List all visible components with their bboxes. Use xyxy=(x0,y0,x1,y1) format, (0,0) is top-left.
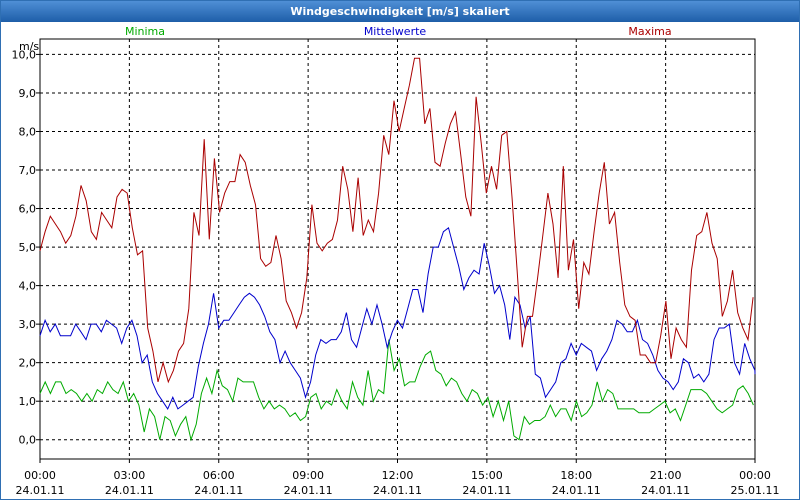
x-tick-date: 24.01.11 xyxy=(284,484,333,497)
x-tick-time: 03:00 xyxy=(114,469,146,482)
x-tick-date: 24.01.11 xyxy=(194,484,243,497)
y-tick-label: 0,0 xyxy=(19,434,37,447)
series-lines xyxy=(39,57,756,442)
window-title: Windgeschwindigkeit [m/s] skaliert xyxy=(1,1,799,22)
x-tick-date: 25.01.11 xyxy=(731,484,780,497)
series-line-maxima xyxy=(39,57,754,384)
x-tick-time: 15:00 xyxy=(471,469,503,482)
y-tick-label: 9,0 xyxy=(19,87,37,100)
y-tick-label: 10,0 xyxy=(12,48,37,61)
x-tick-time: 06:00 xyxy=(203,469,235,482)
y-tick-label: 6,0 xyxy=(19,203,37,216)
y-tick-label: 5,0 xyxy=(19,241,37,254)
x-tick-time: 21:00 xyxy=(650,469,682,482)
series-line-mittelwerte xyxy=(39,226,756,410)
y-tick-label: 3,0 xyxy=(19,318,37,331)
legend-minima: Minima xyxy=(125,25,165,38)
x-tick-time: 00:00 xyxy=(739,469,771,482)
x-tick-date: 24.01.11 xyxy=(462,484,511,497)
x-tick-time: 00:00 xyxy=(24,469,56,482)
y-tick-label: 2,0 xyxy=(19,357,37,370)
x-axis-ticks: 00:00 24.01.11 03:00 24.01.11 06:00 24.01.11 0… xyxy=(16,459,780,497)
x-tick-date: 24.01.11 xyxy=(641,484,690,497)
legend-maxima: Maxima xyxy=(628,25,671,38)
x-tick-time: 12:00 xyxy=(382,469,414,482)
legend-mittelwerte: Mittelwerte xyxy=(364,25,427,38)
series-line-minima xyxy=(39,339,754,442)
x-tick-date: 24.01.11 xyxy=(552,484,601,497)
grid-lines xyxy=(40,39,755,459)
y-tick-label: 4,0 xyxy=(19,280,37,293)
x-tick-date: 24.01.11 xyxy=(105,484,154,497)
x-tick-time: 18:00 xyxy=(560,469,592,482)
y-tick-label: 8,0 xyxy=(19,125,37,138)
x-tick-date: 24.01.11 xyxy=(16,484,65,497)
x-tick-time: 09:00 xyxy=(292,469,324,482)
y-tick-label: 1,0 xyxy=(19,395,37,408)
y-tick-label: 7,0 xyxy=(19,164,37,177)
y-axis-unit: m/s xyxy=(19,40,39,53)
y-axis-ticks: 0,0 1,0 2,0 3,0 4,0 5,0 6,0 7,0 8,0 9,0 10,0 xyxy=(12,48,40,447)
x-tick-date: 24.01.11 xyxy=(373,484,422,497)
